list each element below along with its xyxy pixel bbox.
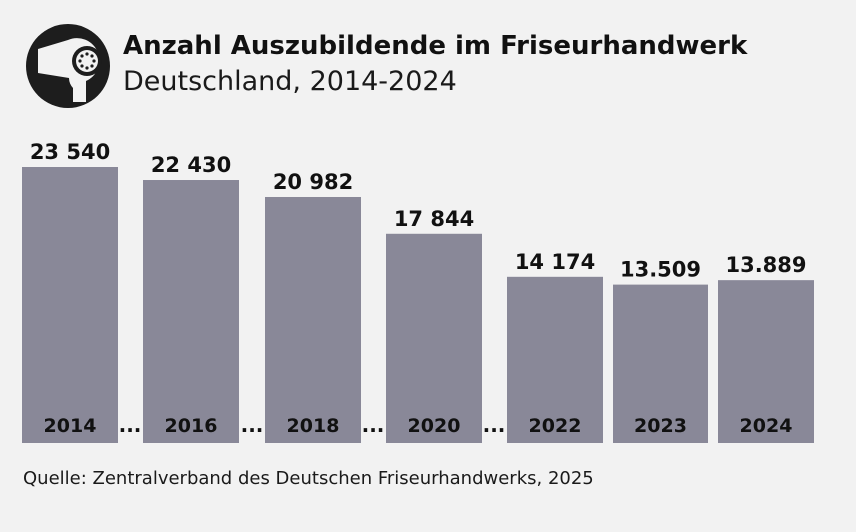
value-label-2014: 23 540	[30, 140, 110, 164]
bar-2024	[718, 280, 814, 443]
gap-marker: ...	[362, 413, 385, 437]
source-note: Quelle: Zentralverband des Deutschen Fri…	[23, 468, 594, 489]
logo	[26, 24, 110, 108]
bar-2016	[143, 180, 239, 443]
value-label-2024: 13.889	[725, 253, 806, 277]
bar-2014	[22, 167, 118, 443]
value-label-2016: 22 430	[151, 153, 231, 177]
value-label-2020: 17 844	[394, 207, 474, 231]
gap-marker: ...	[483, 413, 506, 437]
year-label-2020: 2020	[408, 415, 461, 437]
value-label-2018: 20 982	[273, 170, 353, 194]
chart-title: Anzahl Auszubildende im Friseurhandwerk	[123, 31, 748, 61]
value-label-2022: 14 174	[515, 250, 595, 274]
bar-2020	[386, 233, 482, 443]
year-label-2023: 2023	[634, 415, 687, 437]
year-label-2018: 2018	[287, 415, 340, 437]
year-label-2024: 2024	[740, 415, 793, 437]
value-label-2023: 13.509	[620, 258, 701, 282]
chart-subtitle: Deutschland, 2014-2024	[123, 66, 457, 97]
bar-2023	[613, 284, 708, 443]
gap-marker: ...	[241, 413, 264, 437]
bar-2022	[507, 276, 603, 443]
year-label-2022: 2022	[529, 415, 582, 437]
year-label-2014: 2014	[44, 415, 97, 437]
hair-dryer-icon	[26, 24, 110, 108]
gap-marker: ...	[119, 413, 142, 437]
year-label-2016: 2016	[165, 415, 218, 437]
bar-2018	[265, 196, 361, 443]
